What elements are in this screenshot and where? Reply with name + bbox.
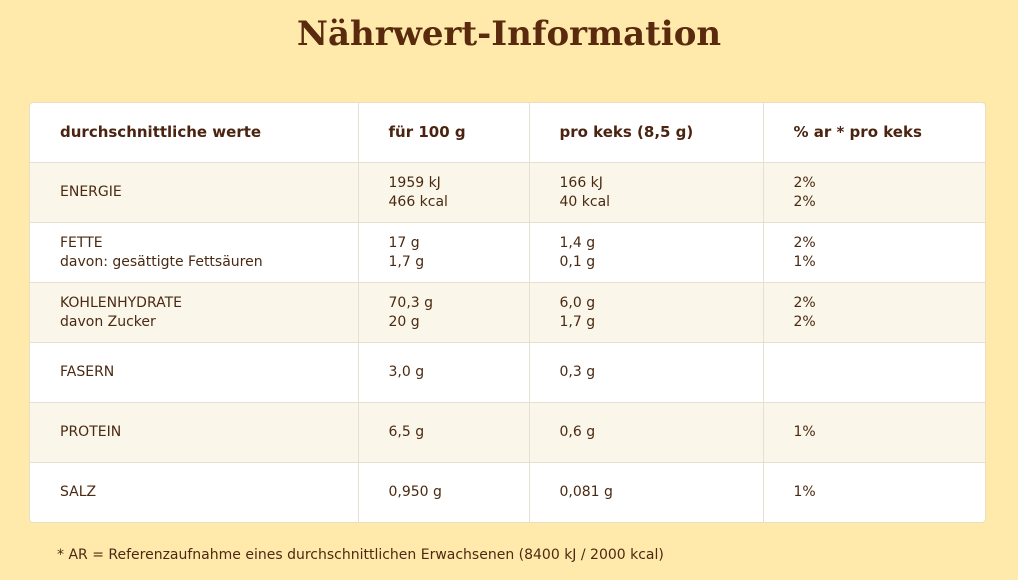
cell-line: ENERGIE	[60, 184, 122, 200]
cell-line: 1,7 g	[559, 313, 596, 330]
cell-line: 0,081 g	[559, 484, 613, 500]
table-cell: 70,3 g 20 g	[357, 282, 529, 343]
cell-line: 466 kcal	[388, 193, 448, 210]
table-cell: 1,4 g 0,1 g	[528, 222, 763, 283]
cell-line: 0,3 g	[559, 364, 596, 380]
cell-line: 6,0 g	[559, 294, 596, 311]
table-row: FASERN 3,0 g 0,3 g	[30, 342, 985, 403]
cell-line: 6,5 g	[388, 424, 425, 440]
cell-line: 20 g	[388, 313, 420, 330]
cell-line: 0,950 g	[388, 484, 442, 500]
table-cell: 2% 1%	[762, 222, 985, 283]
nutrition-table: durchschnittliche werte für 100 g pro keks…	[30, 103, 985, 522]
nutrition-table-card: durchschnittliche werte für 100 g pro keks…	[29, 102, 986, 523]
table-cell	[762, 342, 985, 403]
cell-line: davon Zucker	[60, 313, 156, 330]
cell-line: PROTEIN	[60, 424, 122, 440]
title: Nährwert-Information	[296, 14, 722, 54]
table-cell: 6,0 g 1,7 g	[528, 282, 763, 343]
table-cell: FASERN	[30, 342, 358, 403]
table-header: durchschnittliche werte für 100 g pro keks…	[30, 103, 985, 163]
cell-line: 0,6 g	[559, 424, 596, 440]
cell-line: 2%	[793, 313, 816, 330]
table-cell: 6,5 g	[357, 402, 529, 463]
table-cell: 3,0 g	[357, 342, 529, 403]
table-cell: 1%	[762, 402, 985, 463]
footnote: * AR = Referenzaufnahme eines durchschni…	[57, 547, 664, 563]
table-cell: 0,950 g	[357, 462, 529, 522]
table-cell: SALZ	[30, 462, 358, 522]
cell-line: 70,3 g	[388, 294, 434, 311]
table-cell: FETTE davon: gesättigte Fettsäuren	[30, 222, 358, 283]
table-cell: 2% 2%	[762, 162, 985, 223]
table-row: FETTE davon: gesättigte Fettsäuren 17 g 1,7…	[30, 222, 985, 283]
cell-line: 166 kJ	[559, 174, 603, 191]
table-cell: PROTEIN	[30, 402, 358, 463]
cell-line: 3,0 g	[388, 364, 425, 380]
cell-line: 2%	[793, 174, 816, 191]
table-cell: 0,6 g	[528, 402, 763, 463]
table-cell: 1%	[762, 462, 985, 522]
cell-line: 1,7 g	[388, 253, 425, 270]
table-cell: 2% 2%	[762, 282, 985, 343]
table-cell: 166 kJ 40 kcal	[528, 162, 763, 223]
header-cell: pro keks (8,5 g)	[528, 103, 763, 163]
table-body: ENERGIE 1959 kJ 466 kcal 166 kJ 40 kcal 2% 2% F…	[30, 162, 985, 522]
cell-line: 2%	[793, 234, 816, 251]
cell-line: 1,4 g	[559, 234, 596, 251]
cell-line: 1959 kJ	[388, 174, 441, 191]
header-cell: % ar * pro keks	[762, 103, 985, 163]
cell-line: FASERN	[60, 364, 115, 380]
header-cell: für 100 g	[357, 103, 529, 163]
table-row: ENERGIE 1959 kJ 466 kcal 166 kJ 40 kcal 2% 2%	[30, 162, 985, 223]
table-cell: 1959 kJ 466 kcal	[357, 162, 529, 223]
cell-line: KOHLENHYDRATE	[60, 294, 182, 311]
table-row: SALZ 0,950 g 0,081 g 1%	[30, 462, 985, 522]
table-cell: 0,081 g	[528, 462, 763, 522]
table-cell: KOHLENHYDRATE davon Zucker	[30, 282, 358, 343]
table-cell: 17 g 1,7 g	[357, 222, 529, 283]
cell-line: 40 kcal	[559, 193, 611, 210]
cell-line: SALZ	[60, 484, 97, 500]
cell-line: 1%	[793, 424, 816, 440]
cell-line: davon: gesättigte Fettsäuren	[60, 253, 263, 270]
cell-line: 1%	[793, 484, 816, 500]
header-cell: durchschnittliche werte	[60, 123, 262, 141]
table-cell: 0,3 g	[528, 342, 763, 403]
table-cell: ENERGIE	[30, 162, 358, 223]
cell-line: 0,1 g	[559, 253, 596, 270]
cell-line: 2%	[793, 294, 816, 311]
cell-line: 1%	[793, 253, 816, 270]
cell-line: FETTE	[60, 234, 103, 251]
table-row: KOHLENHYDRATE davon Zucker 70,3 g 20 g 6,0 g…	[30, 282, 985, 343]
header-row: durchschnittliche werte für 100 g pro keks…	[30, 103, 985, 163]
cell-line: 2%	[793, 193, 816, 210]
table-row: PROTEIN 6,5 g 0,6 g 1%	[30, 402, 985, 463]
cell-line: 17 g	[388, 234, 420, 251]
